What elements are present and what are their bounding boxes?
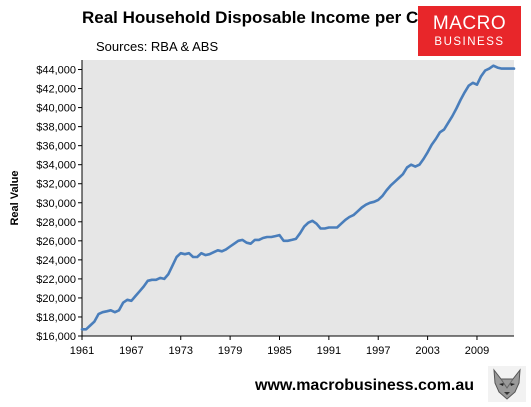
- wolf-icon: [488, 366, 526, 402]
- y-tick-label: $40,000: [36, 103, 76, 115]
- series-line-0: [80, 64, 516, 331]
- y-tick-label: $34,000: [36, 160, 76, 172]
- x-tick-label: 1985: [267, 345, 291, 357]
- y-tick-label: $38,000: [36, 122, 76, 134]
- y-tick-label: $26,000: [36, 236, 76, 248]
- footer-url[interactable]: www.macrobusiness.com.au: [255, 377, 475, 394]
- macrobusiness-logo: MACRO BUSINESS: [418, 6, 521, 56]
- y-tick-label: $42,000: [36, 84, 76, 96]
- x-tick-label: 2003: [415, 345, 439, 357]
- x-tick-label: 1979: [218, 345, 242, 357]
- y-tick-label: $22,000: [36, 274, 76, 286]
- y-tick-label: $20,000: [36, 293, 76, 305]
- y-tick-label: $30,000: [36, 198, 76, 210]
- logo-line2: BUSINESS: [434, 36, 505, 48]
- x-tick-label: 1973: [169, 345, 193, 357]
- y-tick-label: $16,000: [36, 331, 76, 343]
- plot-area: [82, 60, 514, 336]
- chart-subtitle: Sources: RBA & ABS: [96, 39, 219, 54]
- chart-title: Real Household Disposable Income per Cap…: [82, 8, 458, 27]
- x-tick-label: 2009: [465, 345, 489, 357]
- y-axis-label: Real Value: [9, 170, 21, 225]
- y-tick-label: $32,000: [36, 179, 76, 191]
- x-tick-label: 1961: [70, 345, 94, 357]
- y-tick-label: $44,000: [36, 65, 76, 77]
- y-tick-label: $18,000: [36, 312, 76, 324]
- x-tick-label: 1997: [366, 345, 390, 357]
- y-tick-label: $24,000: [36, 255, 76, 267]
- x-tick-label: 1967: [119, 345, 143, 357]
- x-tick-label: 1991: [317, 345, 341, 357]
- y-tick-label: $36,000: [36, 141, 76, 153]
- y-tick-label: $28,000: [36, 217, 76, 229]
- logo-line1: MACRO: [432, 13, 507, 34]
